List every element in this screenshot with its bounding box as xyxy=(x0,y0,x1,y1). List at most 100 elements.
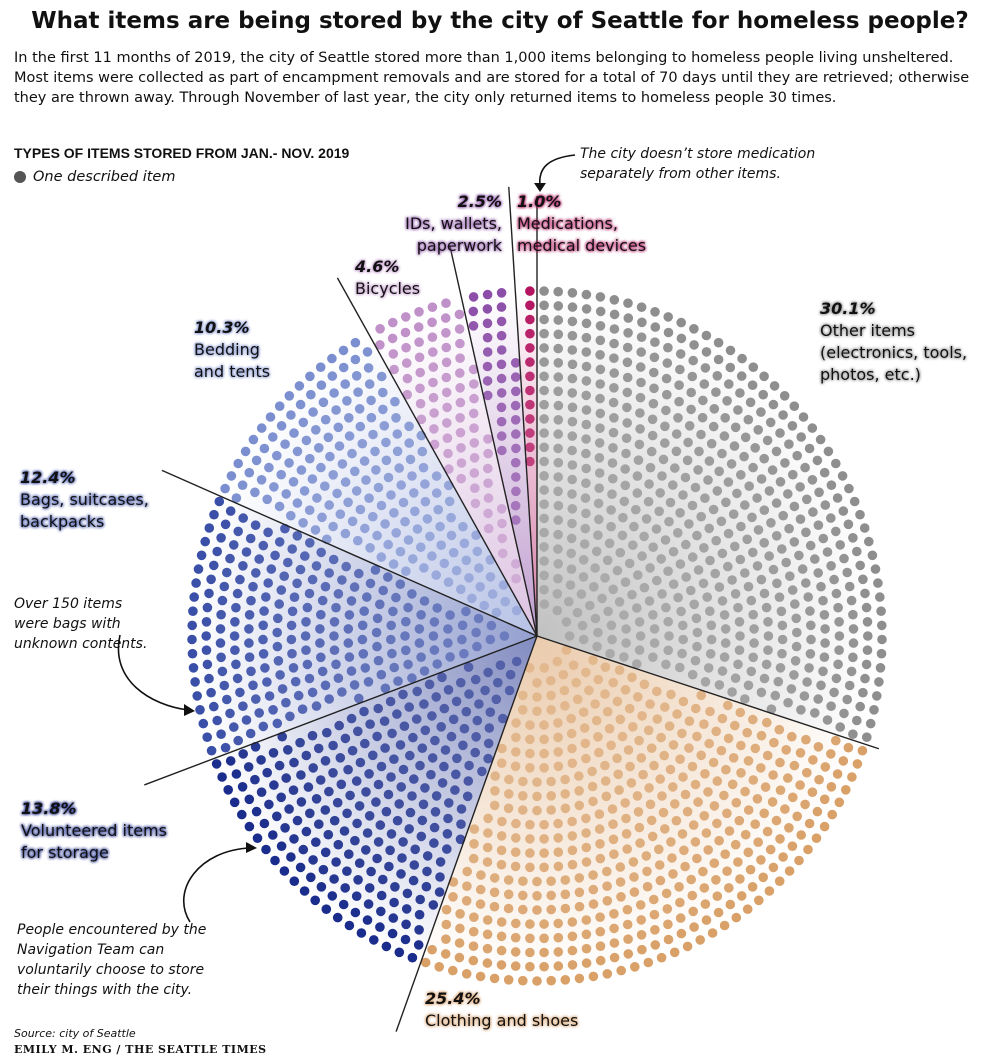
dot-6 xyxy=(468,292,479,302)
dot-0 xyxy=(565,580,576,590)
dot-2 xyxy=(422,866,432,877)
dot-4 xyxy=(288,477,299,487)
dot-4 xyxy=(386,490,396,500)
dot-2 xyxy=(421,881,432,892)
dot-2 xyxy=(346,713,357,724)
dot-5 xyxy=(511,559,521,569)
dot-1 xyxy=(655,875,666,886)
dot-0 xyxy=(581,361,592,372)
dot-0 xyxy=(860,588,870,599)
dot-4 xyxy=(364,493,374,504)
dot-6 xyxy=(496,359,507,370)
dot-3 xyxy=(241,715,252,725)
dot-1 xyxy=(594,809,605,819)
dot-1 xyxy=(441,904,452,915)
dot-1 xyxy=(532,891,542,901)
dot-2 xyxy=(417,815,428,826)
dot-0 xyxy=(758,389,768,400)
dot-0 xyxy=(706,634,717,645)
dot-0 xyxy=(620,464,630,474)
dot-4 xyxy=(475,582,486,592)
dot-7 xyxy=(525,300,535,311)
dot-1 xyxy=(801,734,811,745)
dot-3 xyxy=(386,634,396,645)
dot-4 xyxy=(359,456,370,466)
dot-3 xyxy=(190,677,200,687)
dot-0 xyxy=(689,599,699,610)
dot-1 xyxy=(468,853,479,864)
dot-2 xyxy=(313,743,324,754)
dot-2 xyxy=(359,706,369,717)
dot-1 xyxy=(525,961,535,972)
dot-1 xyxy=(441,919,452,930)
dot-0 xyxy=(564,631,575,641)
dot-0 xyxy=(823,446,834,457)
dot-0 xyxy=(795,514,806,524)
dot-2 xyxy=(318,864,329,875)
dot-0 xyxy=(632,659,642,669)
dot-2 xyxy=(459,723,470,734)
dot-0 xyxy=(864,536,874,547)
dot-0 xyxy=(590,563,600,573)
dot-3 xyxy=(315,624,325,634)
dot-0 xyxy=(632,603,642,613)
dot-1 xyxy=(600,760,610,771)
dot-4 xyxy=(344,431,355,441)
dot-1 xyxy=(638,769,648,780)
dot-1 xyxy=(518,890,528,901)
dot-5 xyxy=(375,340,385,350)
dot-0 xyxy=(786,684,797,694)
dot-2 xyxy=(279,866,290,876)
dot-5 xyxy=(428,362,439,372)
dot-3 xyxy=(290,676,301,687)
dot-1 xyxy=(587,781,598,792)
dot-3 xyxy=(246,595,256,606)
dot-0 xyxy=(539,399,549,410)
dot-0 xyxy=(619,496,630,507)
dot-1 xyxy=(720,849,730,859)
dot-0 xyxy=(802,677,812,687)
dot-3 xyxy=(187,634,197,645)
dot-3 xyxy=(414,624,425,634)
dot-0 xyxy=(740,568,750,578)
dot-0 xyxy=(580,523,591,534)
dot-4 xyxy=(333,422,344,433)
dot-2 xyxy=(450,785,460,795)
dot-1 xyxy=(712,818,722,829)
source: Source: city of Seattle xyxy=(14,1027,136,1040)
dot-2 xyxy=(470,747,481,758)
dot-1 xyxy=(580,738,591,749)
dot-0 xyxy=(668,579,679,589)
dot-3 xyxy=(354,693,364,704)
dot-2 xyxy=(471,732,481,742)
dot-0 xyxy=(777,544,787,554)
dot-0 xyxy=(735,388,745,398)
dot-0 xyxy=(761,602,772,613)
dot-2 xyxy=(373,703,384,714)
dot-1 xyxy=(742,727,752,738)
dot-0 xyxy=(740,694,750,704)
dot-0 xyxy=(539,314,549,325)
dot-0 xyxy=(539,599,550,609)
dot-3 xyxy=(241,547,252,557)
dot-0 xyxy=(805,606,815,616)
dot-3 xyxy=(287,544,298,554)
dot-3 xyxy=(400,631,410,641)
dot-0 xyxy=(594,438,605,448)
dot-2 xyxy=(401,904,412,914)
dot-4 xyxy=(379,421,390,431)
dot-2 xyxy=(427,753,438,763)
dot-0 xyxy=(859,523,870,533)
dot-3 xyxy=(445,610,455,620)
dot-5 xyxy=(483,463,493,474)
dot-0 xyxy=(581,508,591,519)
dot-4 xyxy=(417,446,428,457)
dot-0 xyxy=(720,624,731,634)
dot-3 xyxy=(264,691,275,701)
dot-1 xyxy=(789,760,800,771)
dot-2 xyxy=(429,822,440,833)
dot-1 xyxy=(600,776,611,786)
dot-3 xyxy=(443,624,453,634)
dot-0 xyxy=(677,648,687,659)
dot-2 xyxy=(335,753,346,763)
